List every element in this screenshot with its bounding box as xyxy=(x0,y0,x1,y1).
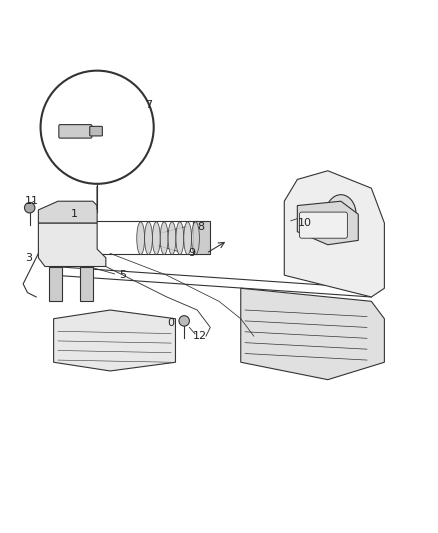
Polygon shape xyxy=(80,266,93,301)
Polygon shape xyxy=(297,201,358,245)
Ellipse shape xyxy=(176,222,184,255)
Ellipse shape xyxy=(160,222,168,255)
Ellipse shape xyxy=(191,222,199,255)
FancyBboxPatch shape xyxy=(90,126,102,136)
Text: 5: 5 xyxy=(119,270,126,280)
Text: 1: 1 xyxy=(71,209,78,219)
Text: 7: 7 xyxy=(145,100,152,110)
FancyBboxPatch shape xyxy=(300,212,347,238)
Circle shape xyxy=(179,316,189,326)
Text: 0: 0 xyxy=(167,318,174,328)
Circle shape xyxy=(25,203,35,213)
Ellipse shape xyxy=(168,222,176,255)
Polygon shape xyxy=(193,221,210,254)
Text: 9: 9 xyxy=(188,248,196,259)
Ellipse shape xyxy=(325,195,356,234)
Polygon shape xyxy=(284,171,385,297)
Text: 3: 3 xyxy=(25,253,32,263)
Ellipse shape xyxy=(145,222,152,255)
Text: 8: 8 xyxy=(197,222,205,232)
Polygon shape xyxy=(53,310,176,371)
Ellipse shape xyxy=(152,222,160,255)
Text: 11: 11 xyxy=(25,196,39,206)
Polygon shape xyxy=(39,201,97,223)
Polygon shape xyxy=(39,223,106,266)
Ellipse shape xyxy=(184,222,191,255)
Polygon shape xyxy=(49,266,62,301)
Ellipse shape xyxy=(137,222,145,255)
Polygon shape xyxy=(241,288,385,379)
FancyBboxPatch shape xyxy=(59,125,92,138)
Text: 12: 12 xyxy=(193,331,207,341)
Text: 10: 10 xyxy=(297,218,311,228)
